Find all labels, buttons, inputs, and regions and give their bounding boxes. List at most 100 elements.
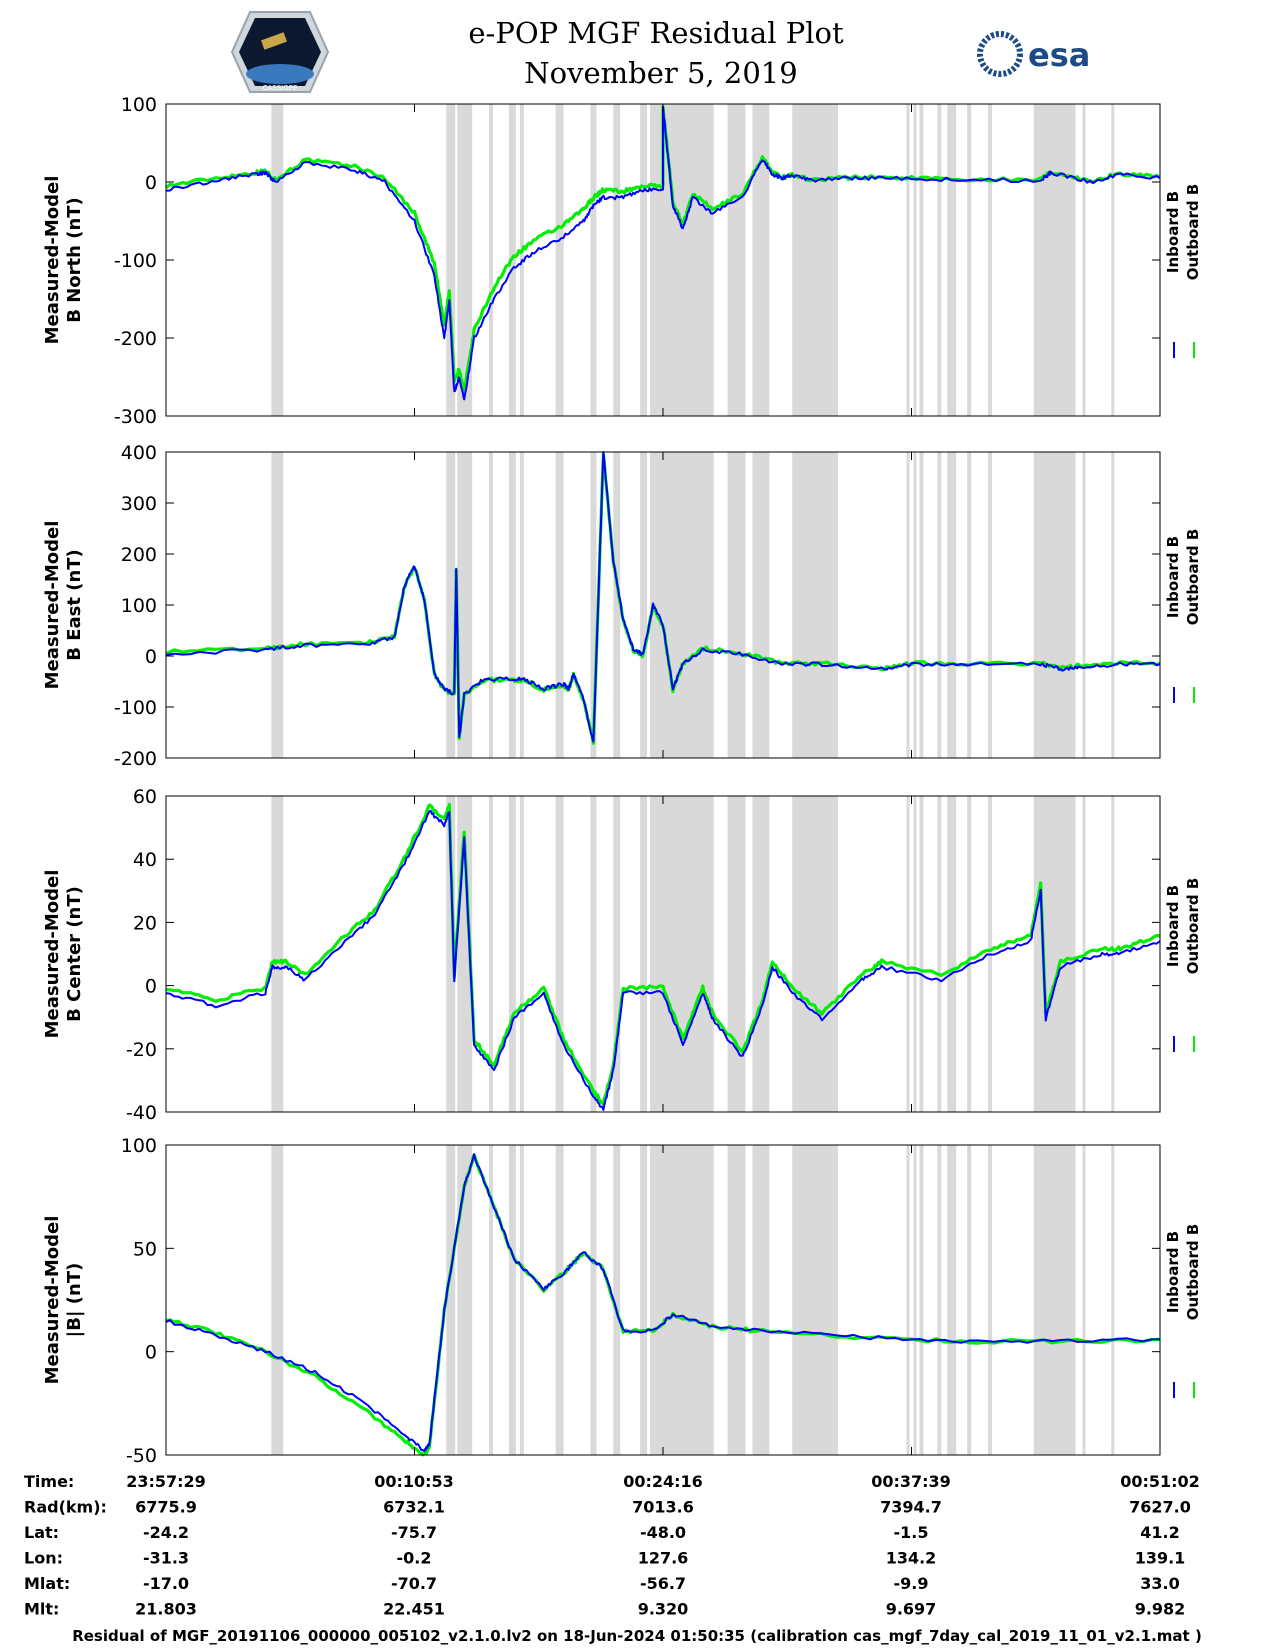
info-cell: -75.7 [391, 1523, 437, 1542]
shaded-gap [1082, 104, 1086, 416]
info-cell: 7394.7 [880, 1498, 942, 1517]
info-cell: -48.0 [640, 1523, 686, 1542]
chart-panel-2: 400 300 200 100 0 -100 -200 Measured-ModelB Eas… [42, 442, 1202, 770]
y-tick-label: -20 [126, 1039, 157, 1061]
y-tick-label: -300 [114, 406, 157, 428]
shaded-gap [640, 104, 648, 416]
shaded-gap [555, 452, 564, 758]
shaded-gap [947, 104, 957, 416]
y-axis-label-line2: B North (nT) [64, 197, 85, 323]
y-tick-label: -200 [114, 748, 157, 770]
shaded-gap [613, 452, 621, 758]
legend: Inboard B Outboard B [1164, 184, 1202, 358]
shaded-gap [1033, 796, 1076, 1112]
inboard-series-line [165, 451, 1161, 743]
agency-logo: esa [977, 31, 1090, 77]
info-cell: 41.2 [1140, 1523, 1179, 1542]
shaded-gap [555, 1145, 564, 1455]
y-axis-label: Measured-ModelB North (nT) [42, 176, 85, 345]
shaded-gap [919, 1145, 924, 1455]
y-tick-label: 40 [133, 849, 157, 871]
shaded-gap [508, 796, 516, 1112]
shaded-gap [1033, 104, 1076, 416]
shaded-gap [752, 796, 770, 1112]
shaded-gap [937, 104, 942, 416]
inboard-series-line [165, 809, 1161, 1111]
y-tick-label: -200 [114, 328, 157, 350]
shaded-gap [792, 104, 838, 416]
y-axis-label-line1: Measured-Model [42, 176, 63, 345]
shaded-gap [988, 104, 993, 416]
shaded-gap [906, 796, 910, 1112]
info-cell: 134.2 [886, 1549, 937, 1568]
shaded-gap [519, 796, 524, 1112]
shaded-gap [752, 452, 770, 758]
shaded-gap [727, 1145, 746, 1455]
y-tick-label: 100 [121, 595, 157, 617]
shaded-gap [919, 796, 924, 1112]
chart-title-line1: e-POP MGF Residual Plot [468, 16, 844, 50]
shaded-gap [271, 104, 284, 416]
y-axis-label: Measured-ModelB East (nT) [42, 521, 85, 690]
shaded-gap [590, 1145, 597, 1455]
shaded-gap [727, 104, 746, 416]
shaded-gap [446, 104, 456, 416]
legend-inboard-label: Inboard B [1164, 191, 1182, 273]
shaded-gap [271, 452, 284, 758]
shaded-gap [519, 1145, 524, 1455]
shaded-gap [988, 1145, 993, 1455]
shaded-gap [640, 796, 648, 1112]
shaded-gap [489, 104, 494, 416]
shaded-gap [1111, 452, 1115, 758]
info-cell: -17.0 [143, 1574, 189, 1593]
shaded-gap [650, 452, 714, 758]
shaded-gap [271, 796, 284, 1112]
y-tick-label: 50 [133, 1238, 157, 1260]
x-tick-time-label: 00:37:39 [871, 1472, 951, 1491]
shaded-gap [590, 452, 597, 758]
shaded-gap [913, 1145, 917, 1455]
y-axis-label-line1: Measured-Model [42, 521, 63, 690]
info-cell: 139.1 [1135, 1549, 1186, 1568]
info-cell: 7013.6 [632, 1498, 694, 1517]
x-tick-time-label: 00:24:16 [623, 1472, 703, 1491]
outboard-series-line [164, 105, 1161, 393]
shaded-gap [913, 452, 917, 758]
chart-panel-1: 100 0 -100 -200 -300 Measured-ModelB North (n… [42, 94, 1202, 428]
shaded-gap [919, 452, 924, 758]
shaded-gap [967, 452, 972, 758]
y-tick-label: 0 [145, 172, 157, 194]
shaded-gap [967, 1145, 972, 1455]
legend-outboard-label: Outboard B [1184, 878, 1202, 975]
y-axis-label-line2: |B| (nT) [64, 1263, 85, 1338]
mission-logo-text: CASSIOPE [263, 84, 298, 92]
info-cell: 9.697 [886, 1600, 937, 1619]
info-cell: -31.3 [143, 1549, 189, 1568]
legend-inboard-label: Inboard B [1164, 1231, 1182, 1313]
y-axis-label: Measured-ModelB Center (nT) [42, 870, 85, 1039]
info-cell: 9.320 [638, 1600, 689, 1619]
shaded-gap [988, 452, 993, 758]
x-tick-time-label: 00:10:53 [374, 1472, 454, 1491]
agency-logo-text: esa [1028, 36, 1090, 74]
y-tick-label: 60 [133, 786, 157, 808]
info-row-label: Lat: [24, 1523, 59, 1542]
y-tick-label: -50 [126, 1445, 157, 1467]
shaded-gap [913, 104, 917, 416]
shaded-gap [508, 452, 516, 758]
info-cell: -0.2 [397, 1549, 432, 1568]
shaded-gap [613, 104, 621, 416]
shaded-gap [937, 796, 942, 1112]
info-row-label: Rad(km): [24, 1498, 107, 1517]
shaded-gap [555, 796, 564, 1112]
y-tick-label: -100 [114, 697, 157, 719]
orbit-info-table: Time: Rad(km): Lat: Lon: Mlat: Mlt: 23:57:29 67… [24, 1472, 1200, 1619]
shaded-gap [446, 452, 456, 758]
shaded-gap [752, 104, 770, 416]
info-cell: 127.6 [638, 1549, 689, 1568]
info-cell: 9.982 [1135, 1600, 1186, 1619]
shaded-gap [457, 1145, 473, 1455]
legend: Inboard B Outboard B [1164, 878, 1202, 1052]
mission-logo: CASSIOPE [230, 11, 330, 93]
legend-inboard-label: Inboard B [1164, 536, 1182, 618]
